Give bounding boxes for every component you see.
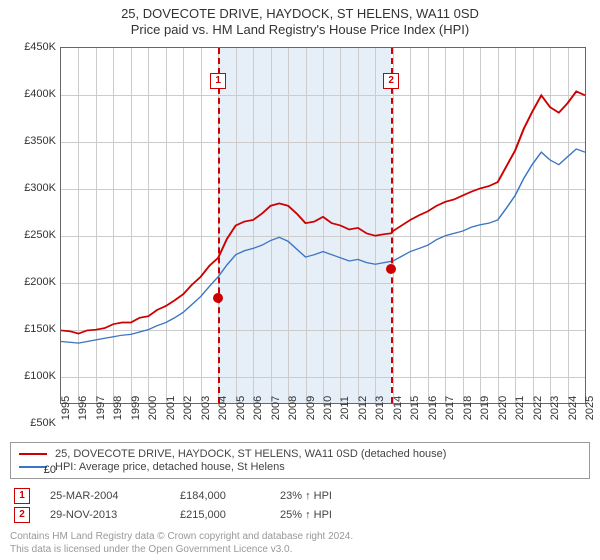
y-tick-label: £400K (10, 88, 56, 100)
y-tick-label: £100K (10, 370, 56, 382)
y-tick-label: £200K (10, 276, 56, 288)
event-date: 25-MAR-2004 (50, 490, 160, 502)
legend-row: 25, DOVECOTE DRIVE, HAYDOCK, ST HELENS, … (19, 448, 581, 460)
event-badge: 1 (210, 73, 226, 89)
events-table: 1 25-MAR-2004 £184,000 23% ↑ HPI 2 29-NOV-201… (10, 485, 590, 526)
chart-area: 12 £0£50K£100K£150K£200K£250K£300K£350K£… (10, 43, 590, 438)
y-tick-label: £250K (10, 229, 56, 241)
event-price: £184,000 (180, 490, 260, 502)
footer-line2: This data is licensed under the Open Gov… (10, 543, 590, 556)
event-marker (213, 293, 223, 303)
chart-svg (61, 48, 585, 403)
plot: 12 (60, 47, 586, 404)
event-row: 1 25-MAR-2004 £184,000 23% ↑ HPI (14, 488, 590, 504)
event-marker (386, 264, 396, 274)
event-row: 2 29-NOV-2013 £215,000 25% ↑ HPI (14, 507, 590, 523)
event-line (218, 48, 220, 403)
series-line (61, 149, 585, 343)
event-badge: 2 (383, 73, 399, 89)
page-title: 25, DOVECOTE DRIVE, HAYDOCK, ST HELENS, … (10, 6, 590, 21)
event-num-badge: 1 (14, 488, 30, 504)
series-line (61, 91, 585, 333)
y-tick-label: £450K (10, 41, 56, 53)
legend-label: 25, DOVECOTE DRIVE, HAYDOCK, ST HELENS, … (55, 448, 446, 460)
legend-label: HPI: Average price, detached house, St H… (55, 461, 285, 473)
legend-row: HPI: Average price, detached house, St H… (19, 461, 581, 473)
event-price: £215,000 (180, 509, 260, 521)
page-subtitle: Price paid vs. HM Land Registry's House … (10, 22, 590, 37)
y-tick-label: £300K (10, 182, 56, 194)
footer: Contains HM Land Registry data © Crown c… (10, 530, 590, 556)
event-diff: 25% ↑ HPI (280, 509, 332, 521)
event-date: 29-NOV-2013 (50, 509, 160, 521)
event-num-badge: 2 (14, 507, 30, 523)
event-diff: 23% ↑ HPI (280, 490, 332, 502)
y-tick-label: £50K (10, 417, 56, 429)
x-tick-label: 2025 (584, 396, 600, 420)
y-tick-label: £350K (10, 135, 56, 147)
event-line (391, 48, 393, 403)
footer-line1: Contains HM Land Registry data © Crown c… (10, 530, 590, 543)
y-tick-label: £150K (10, 323, 56, 335)
y-tick-label: £0 (10, 464, 56, 476)
legend: 25, DOVECOTE DRIVE, HAYDOCK, ST HELENS, … (10, 442, 590, 479)
legend-swatch (19, 453, 47, 455)
